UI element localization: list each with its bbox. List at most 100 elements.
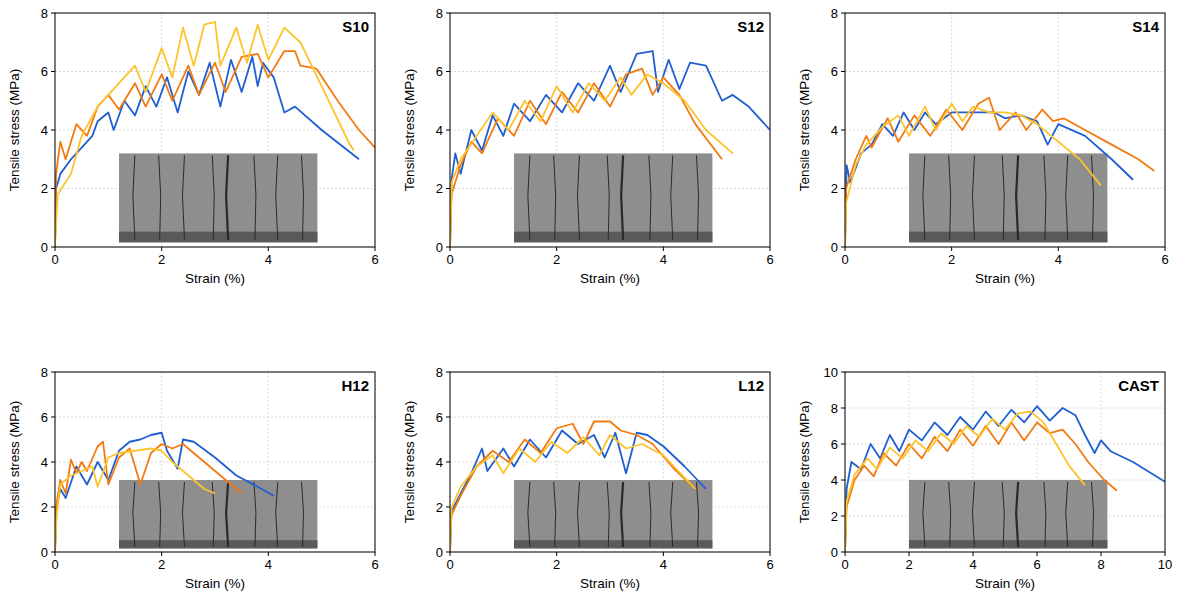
- panel-title: H12: [341, 377, 369, 394]
- series-line: [55, 449, 215, 553]
- y-tick-label: 2: [436, 181, 443, 196]
- photo-crack: [671, 155, 673, 239]
- series-line: [845, 98, 1154, 247]
- y-tick-label: 4: [831, 473, 838, 488]
- x-tick: [1165, 552, 1166, 556]
- y-tick: [841, 408, 845, 409]
- y-tick: [51, 372, 55, 373]
- y-tick-label: 8: [41, 6, 48, 21]
- series-line: [450, 422, 695, 553]
- series-line: [55, 433, 274, 552]
- x-tick-label: 0: [841, 557, 848, 572]
- x-tick: [1037, 552, 1038, 556]
- y-axis-title: Tensile stress (MPa): [797, 401, 812, 523]
- plot-area: [450, 51, 770, 247]
- plot-frame: [450, 372, 770, 552]
- photo-background: [909, 153, 1107, 242]
- x-tick: [268, 552, 269, 556]
- y-tick: [446, 130, 450, 131]
- x-tick-label: 2: [553, 557, 560, 572]
- plot-area: [450, 422, 706, 553]
- photo-crack: [133, 482, 135, 547]
- grid-line: [845, 408, 1165, 409]
- y-tick: [446, 71, 450, 72]
- plot-area: [845, 406, 1165, 552]
- y-tick-label: 0: [831, 240, 838, 255]
- grid-line: [55, 417, 375, 418]
- photo-crack: [923, 155, 925, 239]
- y-tick: [446, 372, 450, 373]
- series-line: [55, 442, 242, 552]
- specimen-photo: [909, 153, 1107, 242]
- y-axis-title: Tensile stress (MPa): [7, 401, 22, 523]
- x-tick: [973, 552, 974, 556]
- photo-crack: [607, 482, 609, 547]
- y-tick: [841, 247, 845, 248]
- y-tick: [51, 188, 55, 189]
- photo-crack: [697, 155, 699, 239]
- photo-edge: [119, 232, 317, 243]
- photo-crack: [577, 482, 579, 547]
- series-line: [450, 435, 695, 552]
- y-tick: [51, 130, 55, 131]
- photo-crack: [159, 155, 161, 239]
- photo-crack: [1002, 482, 1004, 547]
- x-tick: [161, 247, 162, 251]
- x-tick: [1165, 247, 1166, 251]
- photo-crack: [276, 482, 278, 547]
- panel: 024602468Strain (%)Tensile stress (MPa)S…: [797, 6, 1169, 287]
- photo-crack: [949, 482, 951, 547]
- specimen-photo: [514, 153, 712, 242]
- photo-crack: [1016, 482, 1018, 547]
- x-tick-label: 4: [969, 557, 976, 572]
- y-tick-label: 4: [436, 455, 443, 470]
- x-tick: [55, 247, 56, 251]
- plot-frame: [55, 372, 375, 552]
- y-axis-title: Tensile stress (MPa): [7, 69, 22, 191]
- x-tick-label: 6: [766, 252, 773, 267]
- x-tick-label: 6: [371, 252, 378, 267]
- grid-line: [450, 417, 770, 418]
- photo-crack: [226, 155, 228, 239]
- photo-crack: [1044, 155, 1046, 239]
- x-tick-label: 4: [660, 557, 667, 572]
- photo-crack: [302, 482, 304, 547]
- specimen-photo: [119, 480, 317, 548]
- x-tick-label: 0: [446, 557, 453, 572]
- photo-crack: [649, 155, 651, 239]
- panel: 024602468Strain (%)Tensile stress (MPa)H…: [7, 365, 379, 592]
- panel-title: S10: [342, 18, 369, 35]
- y-tick: [446, 552, 450, 553]
- y-tick: [841, 130, 845, 131]
- y-tick-label: 0: [436, 545, 443, 560]
- y-tick: [841, 516, 845, 517]
- panel-title: S14: [1132, 18, 1159, 35]
- x-tick-label: 2: [158, 557, 165, 572]
- series-line: [845, 104, 1101, 247]
- plot-frame: [55, 13, 375, 247]
- y-axis-title: Tensile stress (MPa): [797, 69, 812, 191]
- y-tick: [51, 507, 55, 508]
- series-line: [450, 51, 770, 247]
- y-tick-label: 6: [831, 437, 838, 452]
- series-line: [55, 51, 375, 247]
- y-tick-label: 2: [831, 509, 838, 524]
- x-tick-label: 0: [841, 252, 848, 267]
- x-tick-label: 2: [158, 252, 165, 267]
- specimen-photo: [909, 480, 1107, 548]
- y-tick-label: 0: [831, 545, 838, 560]
- y-tick: [51, 462, 55, 463]
- x-tick-label: 2: [905, 557, 912, 572]
- series-line: [450, 74, 733, 247]
- y-tick-label: 8: [436, 365, 443, 380]
- x-tick: [845, 552, 846, 556]
- y-tick-label: 0: [436, 240, 443, 255]
- photo-crack: [182, 482, 184, 547]
- plot-frame: [450, 13, 770, 247]
- photo-crack: [607, 155, 609, 239]
- x-axis-title: Strain (%): [185, 576, 245, 591]
- y-tick-label: 8: [831, 401, 838, 416]
- photo-edge: [909, 232, 1107, 243]
- x-tick-label: 6: [1033, 557, 1040, 572]
- y-tick-label: 4: [831, 123, 838, 138]
